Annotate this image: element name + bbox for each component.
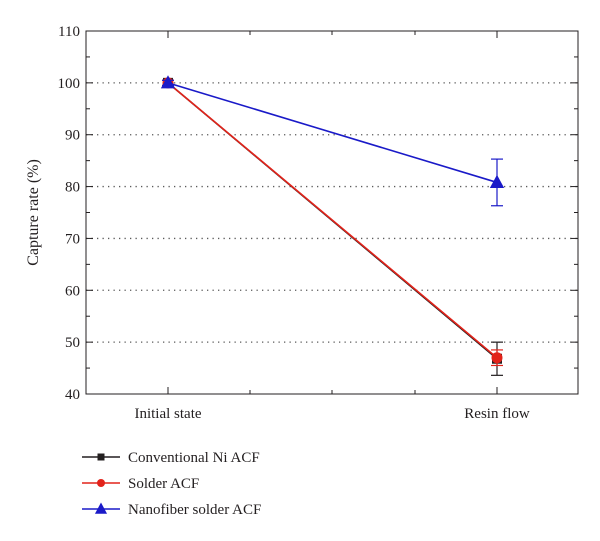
legend-item: Conventional Ni ACF <box>82 450 260 466</box>
y-tick-label: 60 <box>65 283 80 299</box>
legend-label: Nanofiber solder ACF <box>128 502 261 518</box>
legend-label: Solder ACF <box>128 476 199 492</box>
data-point-circle <box>491 352 503 364</box>
y-tick-label: 40 <box>65 387 80 403</box>
y-tick-label: 100 <box>58 76 81 92</box>
legend: Conventional Ni ACF Solder ACF Nanofiber s… <box>82 450 261 518</box>
series-nanofiber-solder-acf <box>160 75 505 207</box>
legend-label: Conventional Ni ACF <box>128 450 260 466</box>
data-point-circle <box>97 479 105 487</box>
x-tick-label: Resin flow <box>464 406 530 422</box>
legend-item: Solder ACF <box>82 476 199 492</box>
y-tick-label: 70 <box>65 231 80 247</box>
grid-lines <box>86 82 578 343</box>
series-line <box>167 82 498 184</box>
y-axis-title: Capture rate (%) <box>25 159 42 266</box>
data-point-triangle <box>94 502 108 514</box>
axes: 40 50 60 70 80 90 100 110 Initial state Resin flo… <box>25 24 579 422</box>
data-point-square <box>97 453 105 461</box>
series-line <box>167 82 498 359</box>
plot-frame <box>85 30 579 395</box>
y-tick-label: 50 <box>65 335 80 351</box>
series-group <box>160 75 505 376</box>
legend-item: Nanofiber solder ACF <box>82 502 261 518</box>
x-tick-label: Initial state <box>134 406 201 422</box>
data-point-triangle <box>160 75 176 89</box>
series-conventional-ni-acf <box>162 77 503 376</box>
data-point-triangle <box>489 174 505 188</box>
y-tick-label: 110 <box>58 24 80 40</box>
y-tick-label: 80 <box>65 180 80 196</box>
y-tick-label: 90 <box>65 128 80 144</box>
